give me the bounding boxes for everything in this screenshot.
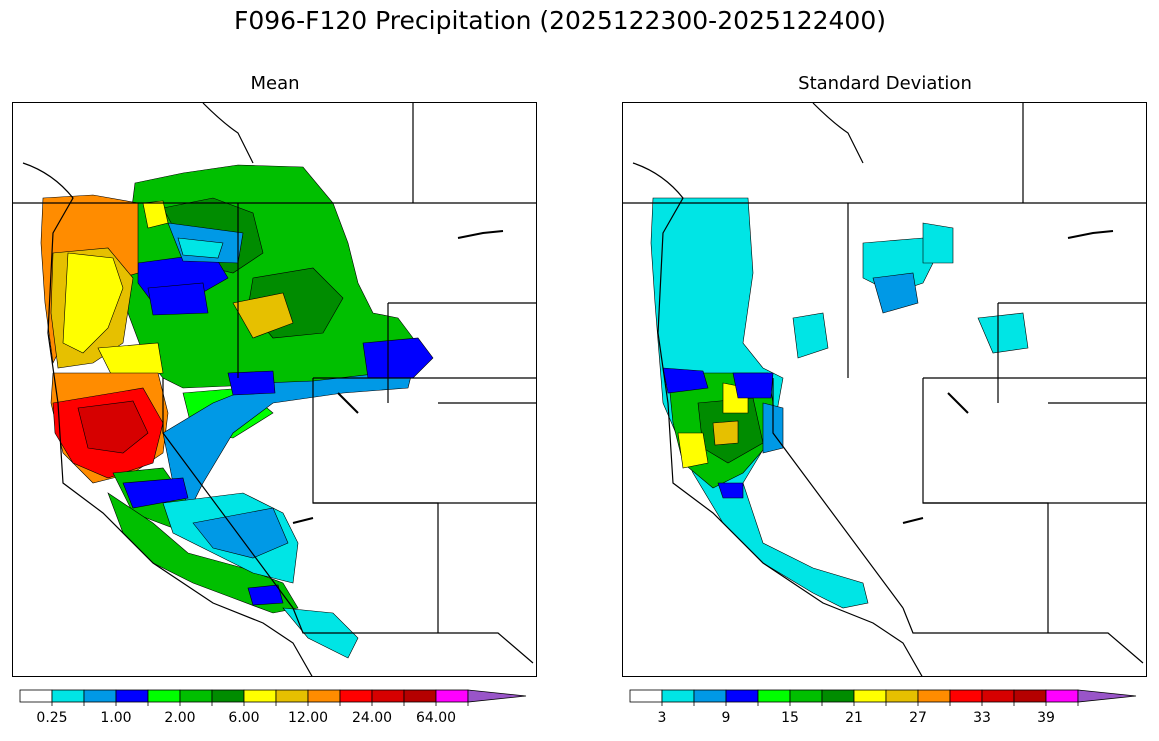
colorbar-swatch — [789, 689, 823, 703]
mean-region-socal-deepblue — [247, 584, 284, 606]
colorbar-tick-label: 39 — [1037, 710, 1055, 726]
colorbar-swatch — [179, 689, 213, 703]
std-region-ncal-blue-2 — [732, 372, 774, 399]
colorbar-tick-label: 24.00 — [351, 710, 393, 726]
std-region-wy-cyan — [977, 312, 1029, 354]
colorbar-tick-label: 3 — [657, 710, 667, 726]
std-region-ncal-blue — [662, 367, 709, 394]
std-region-ncal-yellow-2 — [677, 432, 709, 469]
colorbar-swatch — [243, 689, 277, 703]
std-colorbar-svg — [629, 689, 1137, 706]
colorbar-swatch — [211, 689, 245, 703]
mean-colorbar — [19, 689, 530, 706]
colorbar-tick-label: 6.00 — [228, 710, 260, 726]
colorbar-swatch — [275, 689, 309, 703]
mean-region-coast-yellow-4 — [97, 342, 164, 379]
colorbar-swatch — [51, 689, 85, 703]
colorbar-swatch — [725, 689, 759, 703]
colorbar-swatch — [1013, 689, 1047, 703]
colorbar-tick-label: 33 — [973, 710, 991, 726]
mean-region-sierra-deepblue — [227, 370, 276, 396]
colorbar-tick-label: 12.00 — [287, 710, 329, 726]
mean-region-coast-yellow — [62, 252, 124, 354]
std-region-or-cyan — [792, 312, 829, 359]
mean-region-ncal-darkred — [77, 400, 149, 454]
mean-region-sierra-blue — [162, 367, 414, 514]
mean-region-blue-3 — [147, 282, 209, 316]
colorbar-swatch — [307, 689, 341, 703]
std-map-svg — [623, 103, 1146, 676]
colorbar-swatch — [83, 689, 117, 703]
std-region-ncal-gold — [712, 420, 739, 446]
mean-region-coast-yellow-3 — [232, 292, 294, 339]
colorbar-tick-label: 1.00 — [100, 710, 132, 726]
std-precip-fill — [650, 197, 1029, 609]
mean-lakes — [292, 230, 504, 524]
colorbar-extend-arrow — [1077, 689, 1137, 703]
colorbar-tick-label: 2.00 — [164, 710, 196, 726]
std-lakes — [902, 230, 1114, 524]
colorbar-swatch — [693, 689, 727, 703]
mean-region-socal-blue — [192, 507, 289, 559]
mean-region-cyan-1 — [177, 237, 224, 259]
mean-precip-fill — [40, 164, 434, 659]
std-region-cal-blue-s — [717, 482, 744, 499]
colorbar-swatch — [371, 689, 405, 703]
std-panel-title: Standard Deviation — [798, 73, 972, 94]
colorbar-tick-label: 15 — [781, 710, 799, 726]
colorbar-swatch — [435, 689, 469, 703]
mean-region-nevada-blue — [362, 337, 434, 379]
colorbar-swatch — [147, 689, 181, 703]
colorbar-swatch — [629, 689, 663, 703]
colorbar-swatch — [1045, 689, 1079, 703]
mean-map-svg — [13, 103, 536, 676]
colorbar-swatch — [885, 689, 919, 703]
colorbar-swatch — [981, 689, 1015, 703]
colorbar-tick-label: 9 — [721, 710, 731, 726]
mean-panel-title: Mean — [250, 73, 300, 94]
std-region-mt-cyan — [922, 222, 954, 264]
mean-boundaries — [13, 103, 536, 676]
colorbar-swatch — [949, 689, 983, 703]
colorbar-swatch — [661, 689, 695, 703]
colorbar-tick-label: 21 — [845, 710, 863, 726]
std-map — [622, 102, 1147, 677]
colorbar-swatch — [821, 689, 855, 703]
colorbar-swatch — [403, 689, 437, 703]
colorbar-swatch — [853, 689, 887, 703]
colorbar-tick-label: 0.25 — [36, 710, 68, 726]
mean-colorbar-svg — [19, 689, 527, 706]
colorbar-extend-arrow — [467, 689, 527, 703]
mean-map — [12, 102, 537, 677]
colorbar-swatch — [19, 689, 53, 703]
figure-title: F096-F120 Precipitation (2025122300-2025… — [233, 6, 886, 35]
std-region-idaho-blue — [872, 272, 919, 314]
colorbar-tick-label: 64.00 — [415, 710, 457, 726]
colorbar-swatch — [757, 689, 791, 703]
colorbar-swatch — [917, 689, 951, 703]
mean-region-cal-blue — [122, 477, 189, 509]
mean-region-coast-yellow-2 — [142, 200, 169, 229]
std-colorbar — [629, 689, 1140, 706]
std-boundaries — [623, 103, 1146, 676]
colorbar-swatch — [115, 689, 149, 703]
colorbar-swatch — [339, 689, 373, 703]
colorbar-tick-label: 27 — [909, 710, 927, 726]
